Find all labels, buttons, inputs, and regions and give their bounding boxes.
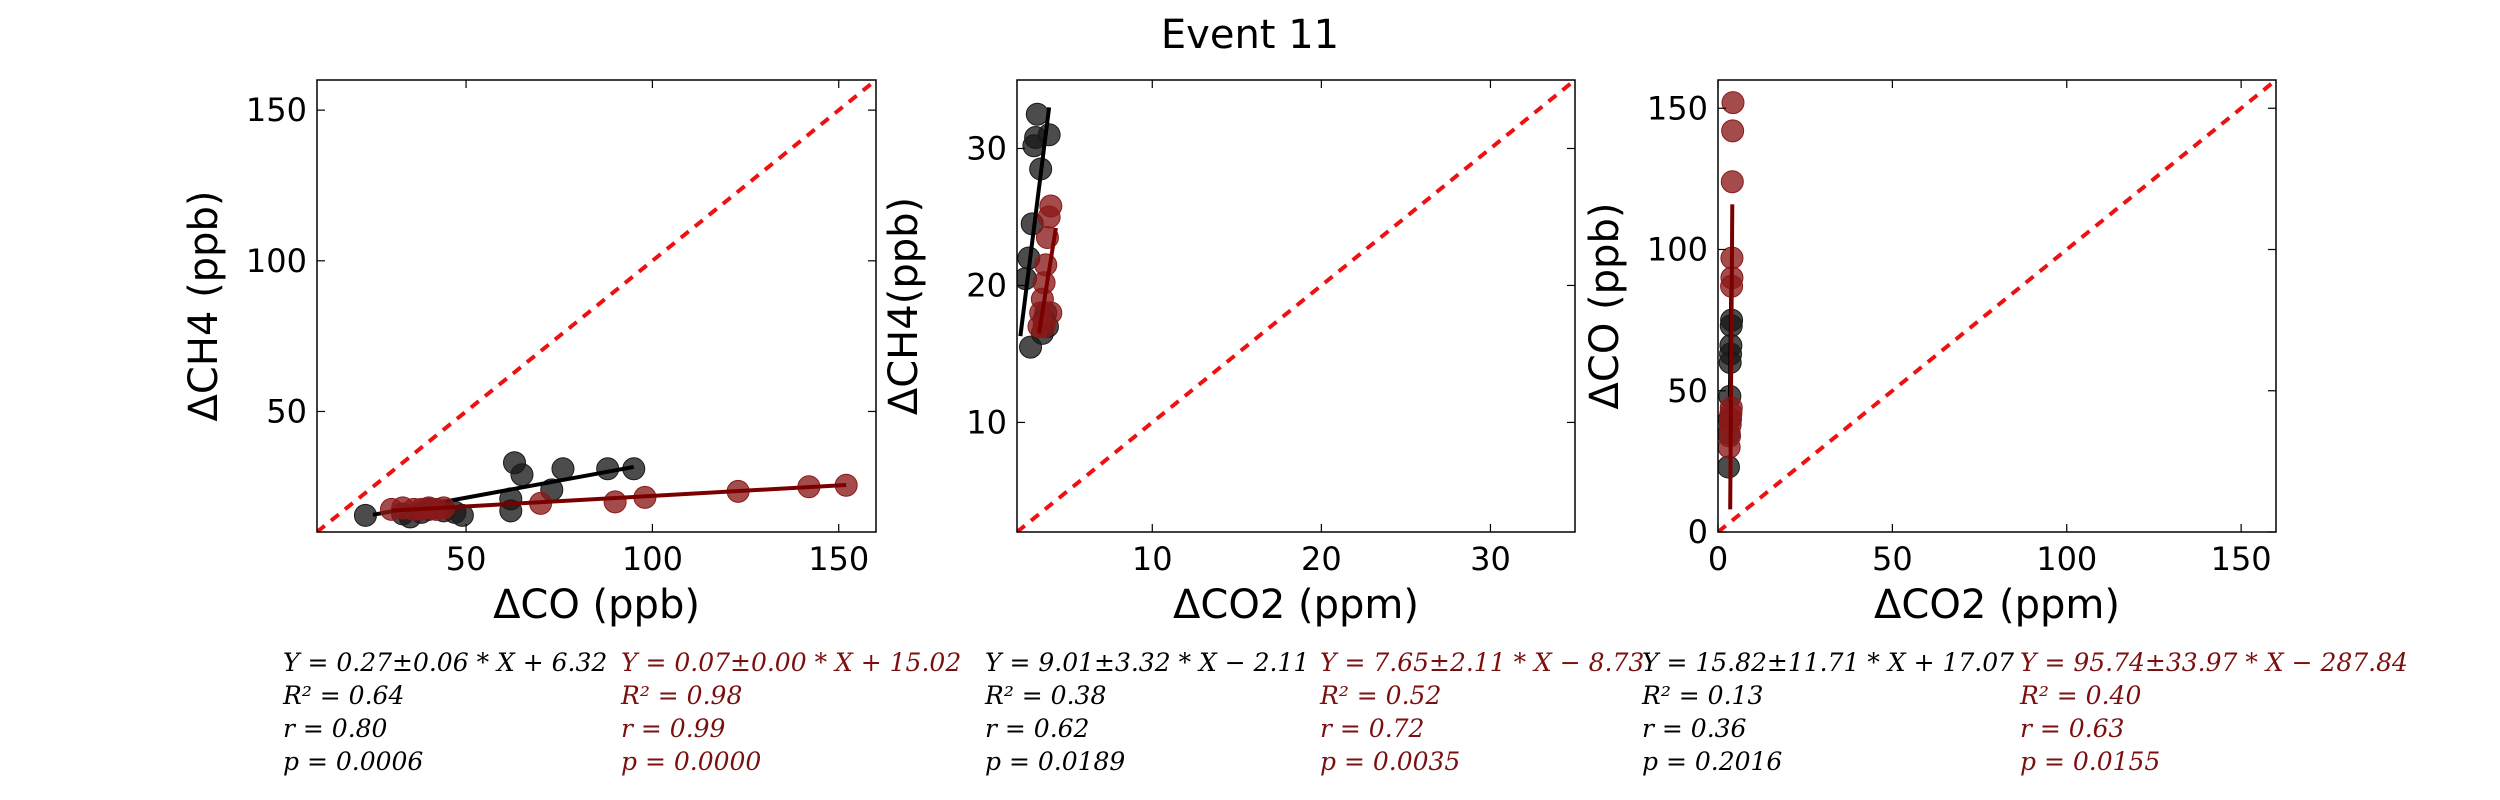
data-point-black: [1037, 123, 1061, 147]
reference-line: [1718, 80, 2276, 532]
data-point-black: [551, 457, 575, 481]
y-tick-label: 10: [966, 403, 1007, 441]
stats-line: p = 0.0006: [283, 747, 424, 776]
fit-line-red: [1037, 227, 1058, 334]
y-tick-label: 150: [1647, 89, 1708, 127]
stats-line: p = 0.0035: [1320, 747, 1461, 776]
x-tick-label: 10: [1132, 540, 1173, 578]
x-axis-label: ΔCO2 (ppm): [1173, 582, 1419, 628]
x-axis-label: ΔCO2 (ppm): [1874, 582, 2120, 628]
stats-line: r = 0.99: [621, 714, 726, 743]
y-tick-label: 0: [1688, 513, 1708, 551]
stats-red-3: Y = 95.74±33.97 * X − 287.84 R² = 0.40 r…: [2020, 646, 2408, 778]
stats-line: R² = 0.40: [2020, 681, 2142, 710]
stats-black-3: Y = 15.82±11.71 * X + 17.07 R² = 0.13 r …: [1642, 646, 2014, 778]
data-point-red: [603, 490, 627, 514]
stats-line: Y = 9.01±3.32 * X − 2.11: [985, 648, 1310, 677]
y-tick-label: 20: [966, 266, 1007, 304]
x-tick-label: 100: [2036, 540, 2097, 578]
x-tick-label: 20: [1301, 540, 1342, 578]
data-point-red: [1034, 253, 1058, 277]
y-tick-label: 50: [266, 392, 307, 430]
stats-black-2: Y = 9.01±3.32 * X − 2.11 R² = 0.38 r = 0…: [985, 646, 1309, 778]
stats-line: R² = 0.13: [1642, 681, 1764, 710]
stats-line: p = 0.0000: [621, 747, 762, 776]
stats-red-2: Y = 7.65±2.11 * X − 8.73 R² = 0.52 r = 0…: [1320, 646, 1644, 778]
y-tick-label: 100: [246, 242, 307, 280]
y-axis-label: ΔCO (ppb): [1582, 203, 1628, 410]
y-tick-label: 100: [1647, 231, 1708, 269]
stats-line: r = 0.63: [2020, 714, 2125, 743]
x-tick-label: 0: [1708, 540, 1728, 578]
x-tick-label: 50: [1872, 540, 1913, 578]
stats-line: Y = 0.27±0.06 * X + 6.32: [283, 648, 608, 677]
data-point-black: [510, 463, 534, 487]
data-point-red: [1032, 315, 1056, 339]
y-tick-label: 30: [966, 129, 1007, 167]
stats-line: R² = 0.52: [1320, 681, 1442, 710]
x-tick-label: 100: [622, 540, 683, 578]
fit-line-black: [1018, 107, 1052, 337]
fit-line-red: [391, 482, 847, 513]
data-point-red: [1721, 91, 1745, 115]
y-tick-label: 50: [1667, 372, 1708, 410]
data-point-red: [1720, 170, 1744, 194]
stats-line: r = 0.72: [1320, 714, 1425, 743]
plot-frame: [316, 79, 877, 533]
stats-line: Y = 15.82±11.71 * X + 17.07: [1642, 648, 2015, 677]
x-tick-label: 50: [446, 540, 487, 578]
x-tick-label: 150: [808, 540, 869, 578]
stats-line: R² = 0.64: [283, 681, 405, 710]
plot-frame: [1016, 79, 1576, 533]
stats-line: p = 0.0155: [2020, 747, 2161, 776]
stats-line: Y = 7.65±2.11 * X − 8.73: [1320, 648, 1645, 677]
stats-line: Y = 95.74±33.97 * X − 287.84: [2020, 648, 2408, 677]
y-axis-label: ΔCH4(ppb): [881, 197, 927, 415]
stats-line: R² = 0.98: [621, 681, 743, 710]
stats-red-1: Y = 0.07±0.00 * X + 15.02 R² = 0.98 r = …: [621, 646, 961, 778]
stats-line: R² = 0.38: [985, 681, 1107, 710]
plot-frame: [1717, 79, 2277, 533]
fit-line-red: [1728, 204, 1735, 510]
stats-line: r = 0.62: [985, 714, 1090, 743]
data-point-red: [1721, 119, 1745, 143]
reference-line: [317, 80, 876, 532]
scatter-panel-2: 10 20 30 10 20 30 ΔCO2 (ppm) ΔCH4(ppb): [881, 79, 1576, 628]
figure-title: Event 11: [1161, 12, 1339, 58]
scatter-panel-1: 50 100 150 50 100 150 ΔCO (ppb) ΔCH4 (ppb): [181, 79, 877, 628]
reference-line: [1017, 80, 1575, 532]
stats-line: p = 0.0189: [985, 747, 1126, 776]
data-point-black: [1025, 102, 1049, 126]
stats-line: r = 0.36: [1642, 714, 1747, 743]
stats-line: p = 0.2016: [1642, 747, 1783, 776]
stats-line: Y = 0.07±0.00 * X + 15.02: [621, 648, 962, 677]
y-axis-label: ΔCH4 (ppb): [181, 191, 227, 422]
x-tick-label: 150: [2211, 540, 2272, 578]
stats-black-1: Y = 0.27±0.06 * X + 6.32 R² = 0.64 r = 0…: [283, 646, 607, 778]
x-axis-label: ΔCO (ppb): [493, 582, 700, 628]
y-tick-label: 150: [246, 91, 307, 129]
scatter-panel-3: 0 50 100 150 0 50 100 150 ΔCO2 (ppm) ΔCO (ppb): [1582, 79, 2277, 628]
data-point-red: [1039, 194, 1063, 218]
stats-line: r = 0.80: [283, 714, 388, 743]
x-tick-label: 30: [1470, 540, 1511, 578]
